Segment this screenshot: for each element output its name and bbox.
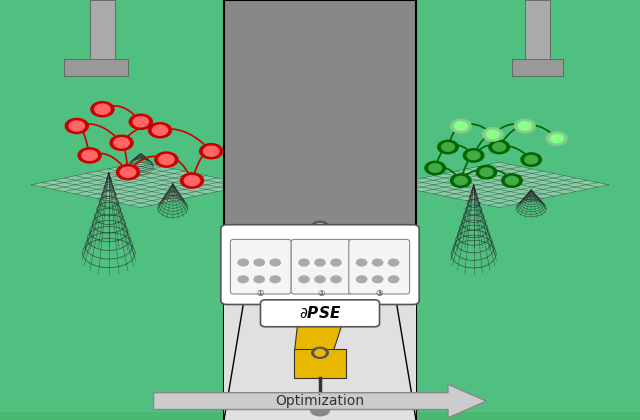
Bar (352, 0, 640, 412)
Circle shape (489, 140, 509, 154)
Circle shape (550, 134, 563, 143)
Circle shape (110, 135, 133, 150)
Bar (0, 0, 288, 412)
Circle shape (515, 119, 535, 133)
Circle shape (442, 143, 454, 151)
Circle shape (372, 276, 383, 283)
Circle shape (331, 259, 341, 266)
Circle shape (312, 221, 328, 232)
Circle shape (356, 259, 367, 266)
Circle shape (180, 173, 204, 188)
Circle shape (312, 347, 328, 358)
Polygon shape (314, 227, 346, 294)
Circle shape (238, 276, 248, 283)
Bar (294, 349, 346, 378)
Polygon shape (390, 162, 609, 207)
Bar (224, 244, 416, 420)
Circle shape (331, 276, 341, 283)
Circle shape (429, 164, 442, 172)
Circle shape (69, 121, 84, 131)
Circle shape (476, 165, 497, 179)
Circle shape (480, 168, 493, 176)
Circle shape (82, 150, 97, 160)
Circle shape (388, 259, 399, 266)
Circle shape (483, 128, 503, 141)
Bar (90, 0, 115, 63)
Circle shape (451, 119, 471, 133)
Bar (512, 59, 563, 76)
Circle shape (78, 148, 101, 163)
Circle shape (425, 161, 445, 175)
FancyBboxPatch shape (349, 239, 410, 294)
Circle shape (299, 259, 309, 266)
Circle shape (155, 152, 178, 167)
Circle shape (318, 289, 335, 299)
Bar (525, 0, 550, 63)
Circle shape (270, 259, 280, 266)
Circle shape (133, 117, 148, 127)
Polygon shape (154, 384, 486, 418)
Circle shape (321, 291, 332, 297)
Circle shape (315, 276, 325, 283)
FancyBboxPatch shape (260, 300, 380, 327)
Circle shape (315, 259, 325, 266)
Circle shape (200, 144, 223, 159)
FancyBboxPatch shape (221, 225, 419, 304)
Circle shape (502, 174, 522, 187)
Circle shape (95, 104, 110, 114)
Circle shape (315, 223, 325, 230)
Circle shape (270, 276, 280, 283)
Text: $\partial$PSE: $\partial$PSE (299, 305, 341, 321)
Circle shape (451, 174, 471, 187)
Circle shape (506, 176, 518, 185)
Circle shape (467, 151, 480, 160)
Circle shape (547, 132, 567, 145)
Text: Optimization: Optimization (275, 394, 365, 408)
FancyBboxPatch shape (291, 239, 352, 294)
Circle shape (463, 149, 484, 162)
Circle shape (438, 140, 458, 154)
Circle shape (454, 176, 467, 185)
Circle shape (254, 259, 264, 266)
Circle shape (148, 123, 172, 138)
Circle shape (152, 125, 168, 135)
Polygon shape (31, 162, 250, 207)
Circle shape (120, 167, 136, 177)
Circle shape (116, 165, 140, 180)
Circle shape (91, 102, 114, 117)
Circle shape (454, 122, 467, 130)
FancyBboxPatch shape (230, 239, 291, 294)
Circle shape (129, 114, 152, 129)
Circle shape (310, 403, 330, 416)
Circle shape (521, 153, 541, 166)
Circle shape (493, 143, 506, 151)
Circle shape (114, 138, 129, 148)
Polygon shape (294, 294, 352, 353)
Text: ③: ③ (375, 289, 383, 299)
Circle shape (238, 259, 248, 266)
Circle shape (315, 349, 325, 356)
Circle shape (388, 276, 399, 283)
Circle shape (299, 276, 309, 283)
Circle shape (65, 118, 88, 134)
Bar (282, 227, 358, 244)
Circle shape (518, 122, 531, 130)
Bar (64, 59, 128, 76)
Bar (224, 0, 416, 420)
Circle shape (525, 155, 538, 164)
Text: ②: ② (317, 289, 325, 299)
Circle shape (159, 155, 174, 165)
Circle shape (184, 176, 200, 186)
Text: ①: ① (257, 289, 264, 299)
Circle shape (356, 276, 367, 283)
Circle shape (486, 130, 499, 139)
Circle shape (204, 146, 219, 156)
Circle shape (254, 276, 264, 283)
Circle shape (372, 259, 383, 266)
